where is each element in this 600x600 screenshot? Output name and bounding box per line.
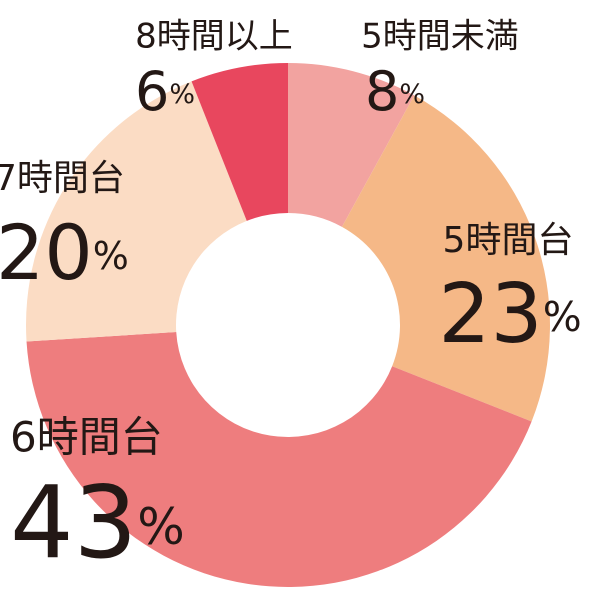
category-label: 5時間台 (443, 220, 574, 261)
category-label: 8時間以上 (135, 17, 293, 57)
category-label: 7時間台 (0, 158, 125, 199)
donut-segment (341, 95, 550, 422)
donut-segment (26, 332, 532, 588)
value-label: 6% (135, 60, 195, 123)
value-label: 8% (365, 60, 425, 123)
value-label: 23% (438, 267, 581, 362)
donut-segment (288, 63, 415, 227)
value-label: 20% (0, 208, 129, 297)
category-label: 6時間台 (10, 413, 163, 462)
value-label: 43% (10, 464, 185, 581)
donut-segment (191, 63, 288, 221)
category-label: 5時間未満 (361, 17, 519, 57)
donut-segment (25, 81, 247, 342)
